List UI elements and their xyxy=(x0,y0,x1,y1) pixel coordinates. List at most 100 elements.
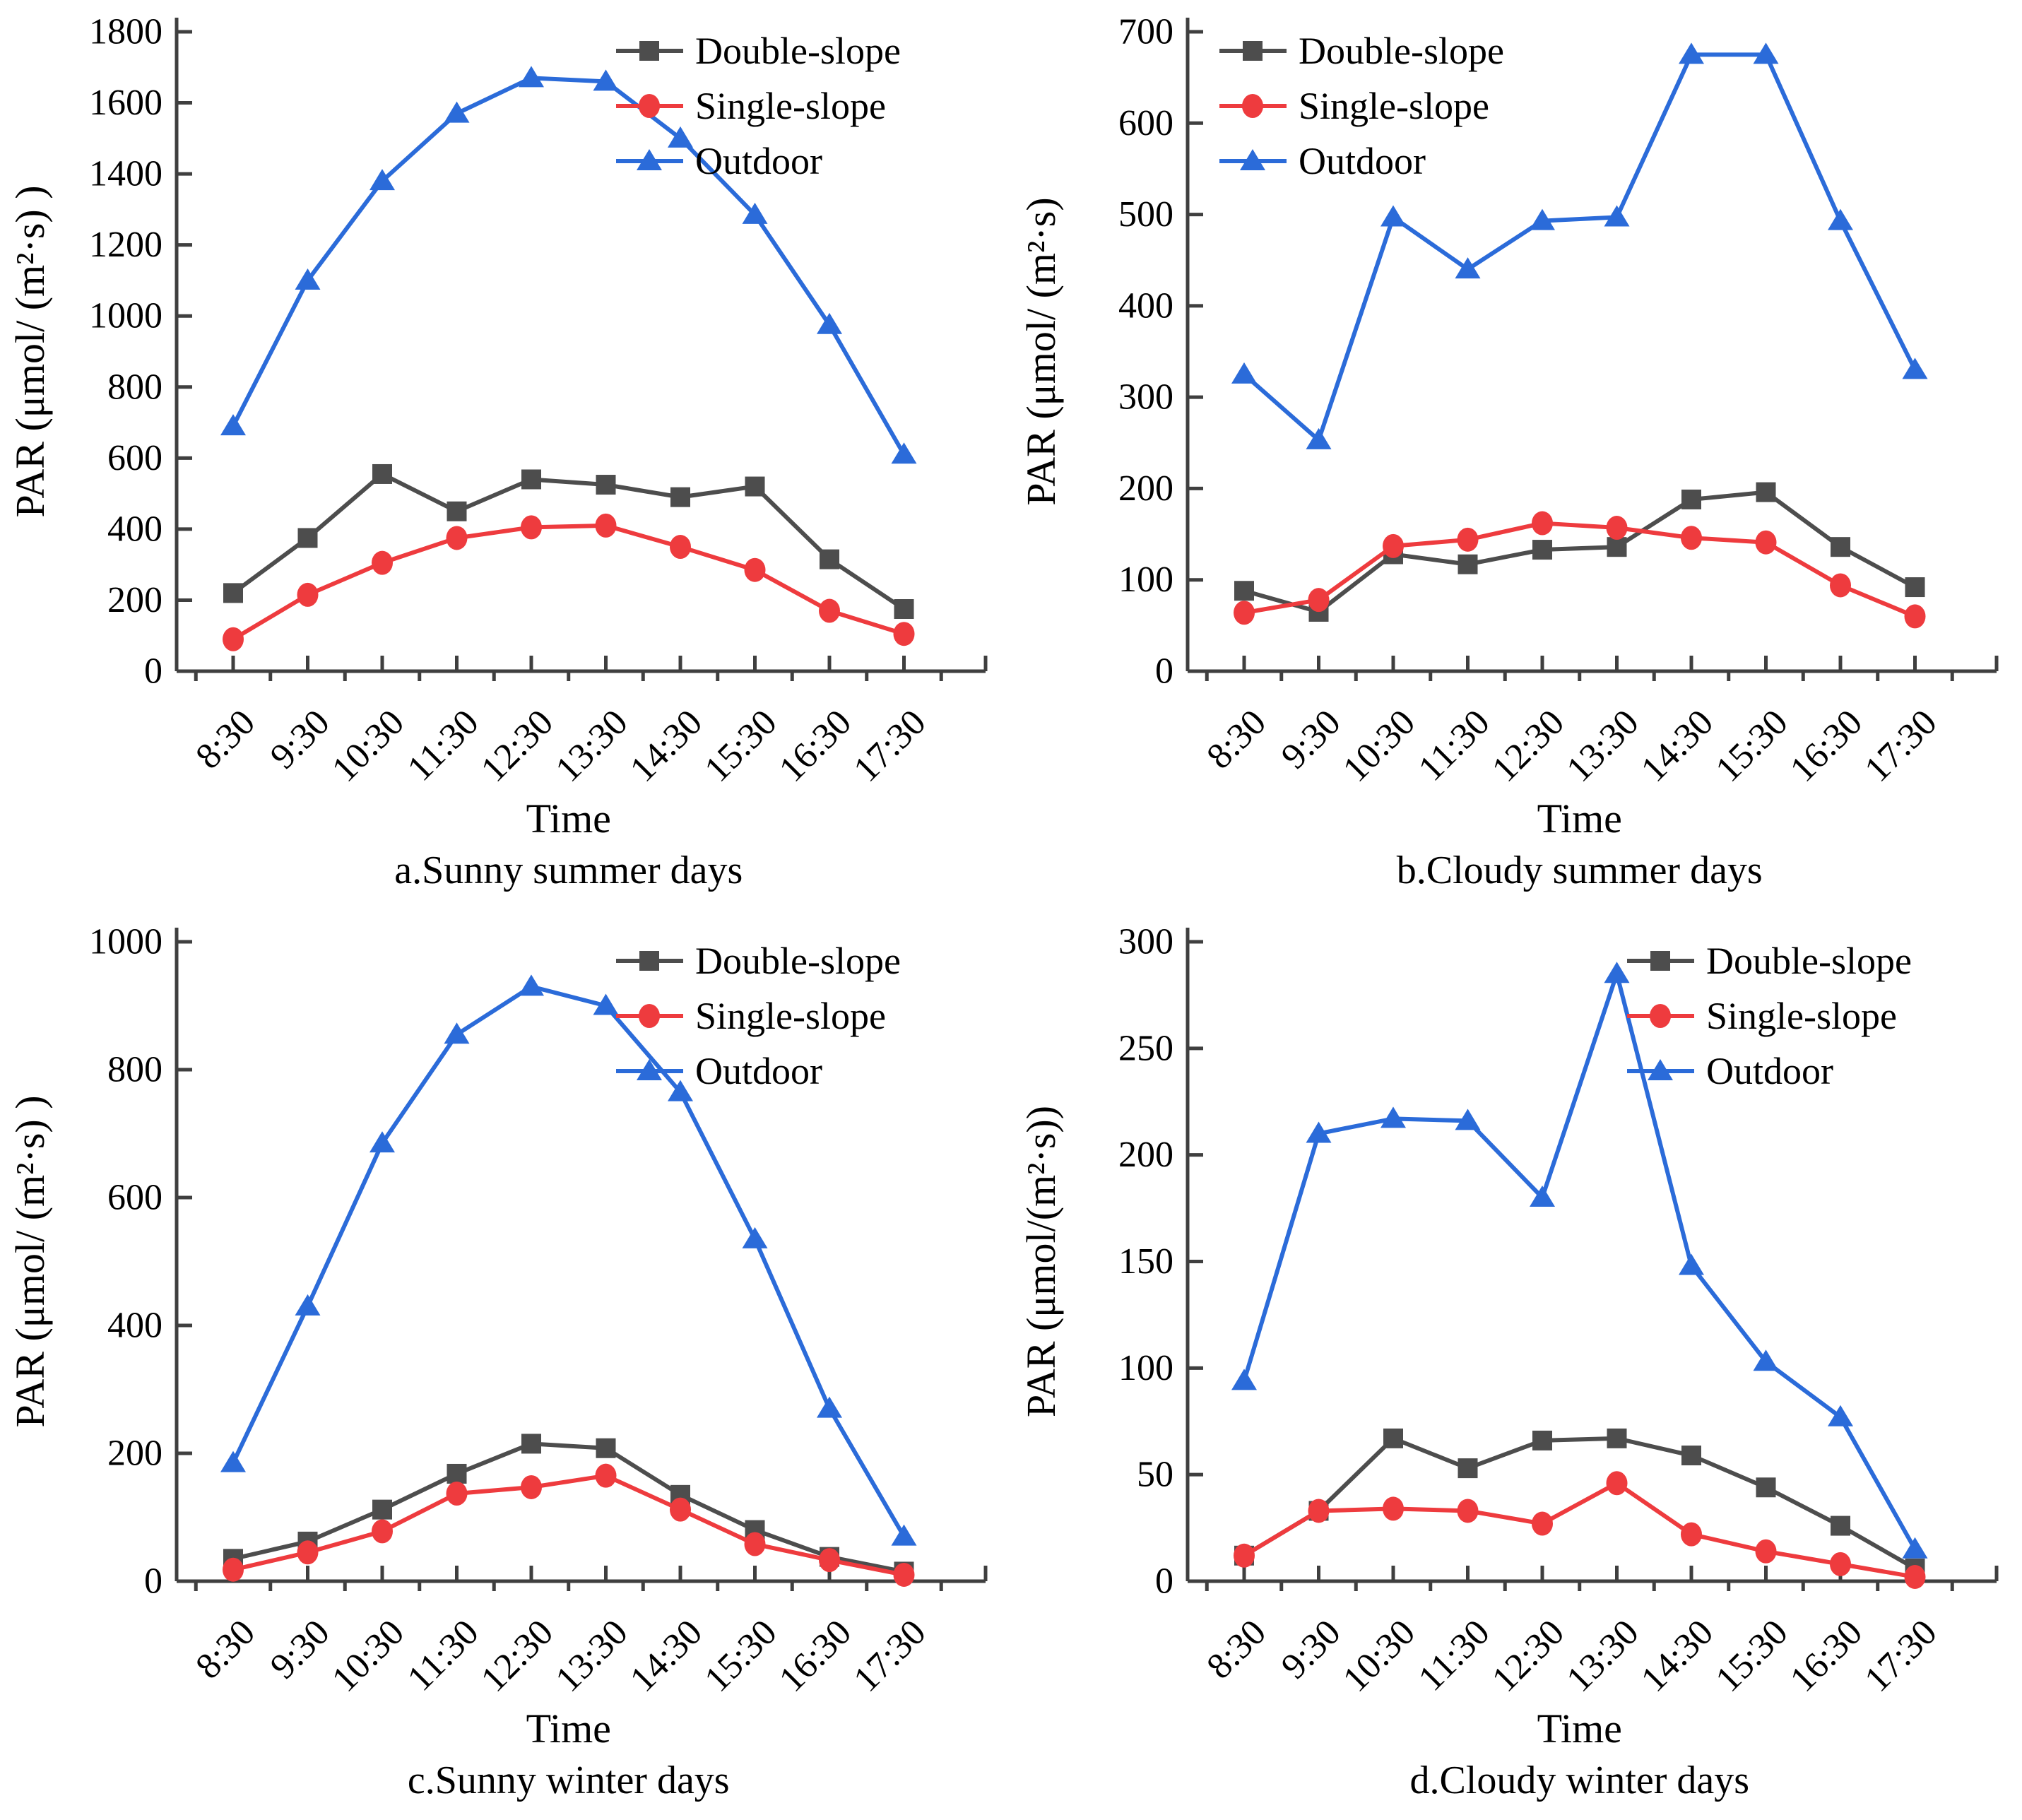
x-tick-label: 10:30 xyxy=(1335,702,1423,790)
x-tick-label: 16:30 xyxy=(1782,702,1870,790)
x-axis-title: Time xyxy=(1537,796,1622,841)
x-tick-label: 9:30 xyxy=(1274,702,1349,777)
x-tick-label: 17:30 xyxy=(1857,702,1945,790)
x-tick-label: 16:30 xyxy=(771,702,859,790)
x-tick-label: 8:30 xyxy=(188,1612,263,1687)
x-tick-label: 16:30 xyxy=(771,1612,859,1700)
y-tick-label: 500 xyxy=(1118,194,1173,235)
axes xyxy=(175,18,988,681)
y-tick-label: 700 xyxy=(1118,12,1173,52)
y-tick-label: 200 xyxy=(1118,468,1173,509)
legend-label: Double-slope xyxy=(695,30,901,72)
legend-label: Double-slope xyxy=(1299,30,1504,72)
y-tick-label: 250 xyxy=(1118,1028,1173,1068)
x-tick-label: 10:30 xyxy=(324,702,412,790)
legend-label: Single-slope xyxy=(695,85,886,127)
y-tick-label: 600 xyxy=(107,1178,162,1218)
y-tick-label: 1000 xyxy=(89,922,162,962)
series-single-slope xyxy=(1234,511,1926,629)
x-tick-label: 14:30 xyxy=(622,702,710,790)
y-tick-label: 150 xyxy=(1118,1241,1173,1282)
x-tick-label: 16:30 xyxy=(1782,1612,1870,1700)
series-double-slope xyxy=(223,463,914,620)
x-tick-label: 14:30 xyxy=(1633,1612,1721,1700)
x-tick-label: 13:30 xyxy=(548,1612,636,1700)
x-axis-title: Time xyxy=(526,796,611,841)
legend-entry: Double-slope xyxy=(1219,30,1504,72)
x-tick-label: 12:30 xyxy=(473,1612,561,1700)
legend-label: Single-slope xyxy=(695,995,886,1037)
x-axis-title: Time xyxy=(1537,1706,1622,1751)
axes xyxy=(175,928,988,1591)
y-tick-label: 800 xyxy=(107,1050,162,1090)
chart-c-canvas: 0 200 400 600 800 1000 8:30 9:3010:3011:3012:30… xyxy=(7,922,988,1802)
legend-entry: Double-slope xyxy=(1627,940,1912,982)
legend: Double-slope Single-slope Outdoor xyxy=(1219,30,1504,182)
y-tick-label: 0 xyxy=(1155,1561,1173,1602)
chart-a-sunny-summer-days: 0 200 400 600 800 1000 1200 1400 1600 1800 8:30 9:3… xyxy=(0,0,1011,910)
x-tick-label: 8:30 xyxy=(1199,1612,1274,1687)
series-single-slope xyxy=(223,513,915,651)
y-tick-label: 600 xyxy=(1118,103,1173,143)
y-tick-label: 1000 xyxy=(89,296,162,336)
y-tick-label: 400 xyxy=(107,1306,162,1346)
axes xyxy=(1186,928,1999,1591)
y-tick-label: 300 xyxy=(1118,922,1173,962)
x-tick-label: 9:30 xyxy=(1274,1612,1349,1687)
legend: Double-slope Single-slope Outdoor xyxy=(616,940,901,1092)
y-tick-label: 200 xyxy=(1118,1135,1173,1175)
y-tick-label: 0 xyxy=(1155,651,1173,692)
x-tick-label: 10:30 xyxy=(1335,1612,1423,1700)
legend-label: Single-slope xyxy=(1706,995,1897,1037)
y-tick-label: 200 xyxy=(107,580,162,620)
y-tick-label: 600 xyxy=(107,438,162,478)
y-tick-label: 200 xyxy=(107,1434,162,1474)
y-tick-label: 100 xyxy=(1118,560,1173,600)
y-tick-label: 1200 xyxy=(89,225,162,265)
x-tick-label: 9:30 xyxy=(263,702,338,777)
x-tick-label: 15:30 xyxy=(697,702,785,790)
x-tick-label: 15:30 xyxy=(697,1612,785,1700)
legend-entry: Outdoor xyxy=(616,140,822,182)
y-tick-label: 800 xyxy=(107,367,162,407)
y-tick-label: 1800 xyxy=(89,12,162,52)
legend-entry: Single-slope xyxy=(1627,995,1897,1037)
y-axis-title: PAR (μmol/ (m²·s) ) xyxy=(7,185,53,517)
x-tick-label: 17:30 xyxy=(1857,1612,1945,1700)
subplot-caption: b.Cloudy summer days xyxy=(1397,849,1763,892)
x-tick-label: 8:30 xyxy=(1199,702,1274,777)
x-tick-label: 11:30 xyxy=(400,702,487,789)
legend-label: Outdoor xyxy=(695,1050,822,1092)
x-tick-label: 11:30 xyxy=(1411,702,1498,789)
chart-d-cloudy-winter-days: 0 50 100 150 200 250 300 8:30 9:30 10:30 11:30 12:3… xyxy=(1011,910,2022,1820)
legend-entry: Single-slope xyxy=(616,85,886,127)
y-axis-title: PAR (μmol/ (m²·s) xyxy=(1018,197,1064,505)
x-tick-label: 11:30 xyxy=(400,1612,487,1699)
legend-entry: Single-slope xyxy=(1219,85,1489,127)
y-axis-title: PAR (μmol/(m²·s)) xyxy=(1018,1106,1064,1417)
x-tick-label: 17:30 xyxy=(846,1612,934,1700)
chart-a-canvas: 0 200 400 600 800 1000 1200 1400 1600 1800 8:30 9:3… xyxy=(7,12,988,892)
subplot-caption: a.Sunny summer days xyxy=(394,849,743,892)
y-tick-label: 50 xyxy=(1137,1455,1173,1495)
series-outdoor xyxy=(1231,962,1928,1559)
legend-label: Outdoor xyxy=(1299,140,1426,182)
legend: Double-slope Single-slope Outdoor xyxy=(1627,940,1912,1092)
y-tick-label: 400 xyxy=(107,509,162,549)
legend: Double-slope Single-slope Outdoor xyxy=(616,30,901,182)
x-tick-label: 11:30 xyxy=(1411,1612,1498,1699)
legend-label: Outdoor xyxy=(695,140,822,182)
y-tick-label: 1400 xyxy=(89,154,162,194)
x-tick-label: 12:30 xyxy=(1484,702,1572,790)
series-outdoor xyxy=(220,66,917,464)
legend-label: Single-slope xyxy=(1299,85,1489,127)
x-tick-label: 13:30 xyxy=(1559,702,1647,790)
legend-label: Double-slope xyxy=(695,940,901,982)
legend-entry: Outdoor xyxy=(616,1050,822,1092)
series-single-slope xyxy=(1234,1471,1926,1589)
x-tick-label: 13:30 xyxy=(1559,1612,1647,1700)
x-axis-title: Time xyxy=(526,1706,611,1751)
series-outdoor xyxy=(1231,42,1928,449)
legend-label: Outdoor xyxy=(1706,1050,1833,1092)
